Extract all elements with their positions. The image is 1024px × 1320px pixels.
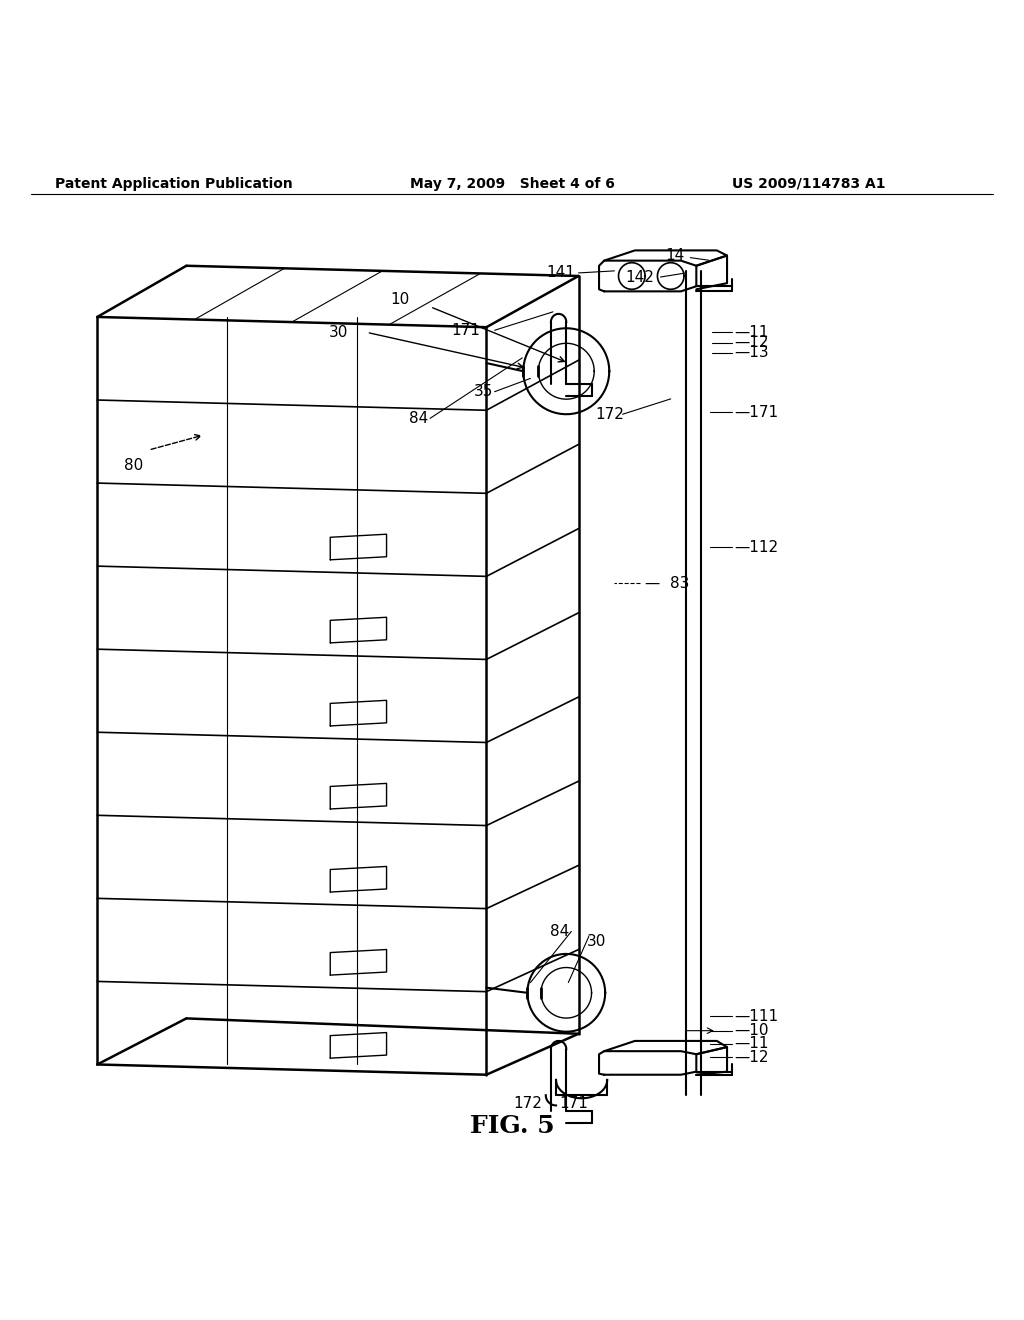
Text: May 7, 2009   Sheet 4 of 6: May 7, 2009 Sheet 4 of 6 — [410, 177, 614, 191]
Text: 30: 30 — [587, 935, 606, 949]
Text: —11: —11 — [734, 325, 769, 339]
Text: 171: 171 — [452, 323, 480, 338]
Text: 84: 84 — [550, 924, 569, 939]
Text: —112: —112 — [734, 540, 778, 554]
Text: —13: —13 — [734, 346, 769, 360]
Text: 35: 35 — [474, 384, 493, 399]
Text: —12: —12 — [734, 1049, 769, 1065]
Text: Patent Application Publication: Patent Application Publication — [55, 177, 293, 191]
Text: 142: 142 — [626, 269, 654, 285]
Text: 172: 172 — [513, 1096, 542, 1111]
Text: 172: 172 — [595, 407, 624, 422]
Text: 80: 80 — [124, 458, 143, 473]
Text: 141: 141 — [547, 265, 575, 280]
Text: —11: —11 — [734, 1036, 769, 1052]
Text: FIG. 5: FIG. 5 — [470, 1114, 554, 1138]
Text: —111: —111 — [734, 1008, 778, 1024]
Text: —  83: — 83 — [645, 576, 689, 591]
Text: 84: 84 — [409, 411, 428, 426]
Text: US 2009/114783 A1: US 2009/114783 A1 — [732, 177, 886, 191]
Text: —10: —10 — [734, 1023, 769, 1039]
Text: —171: —171 — [734, 405, 778, 420]
Text: —12: —12 — [734, 335, 769, 350]
Text: 10: 10 — [390, 292, 410, 308]
Text: 14: 14 — [666, 248, 709, 263]
Text: 30: 30 — [329, 325, 348, 339]
Text: 171: 171 — [559, 1096, 588, 1111]
